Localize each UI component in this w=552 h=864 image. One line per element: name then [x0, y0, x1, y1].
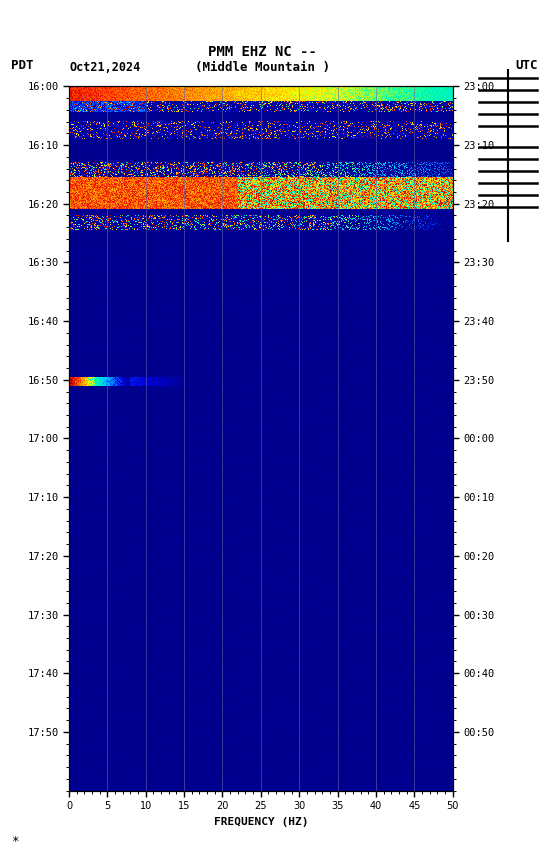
Text: UTC: UTC — [516, 59, 538, 73]
Text: (Middle Mountain ): (Middle Mountain ) — [195, 61, 330, 74]
Text: *: * — [11, 835, 19, 848]
Text: PDT: PDT — [11, 59, 34, 73]
Text: PMM EHZ NC --: PMM EHZ NC -- — [208, 45, 317, 59]
X-axis label: FREQUENCY (HZ): FREQUENCY (HZ) — [214, 816, 308, 827]
Text: Oct21,2024: Oct21,2024 — [69, 61, 140, 74]
